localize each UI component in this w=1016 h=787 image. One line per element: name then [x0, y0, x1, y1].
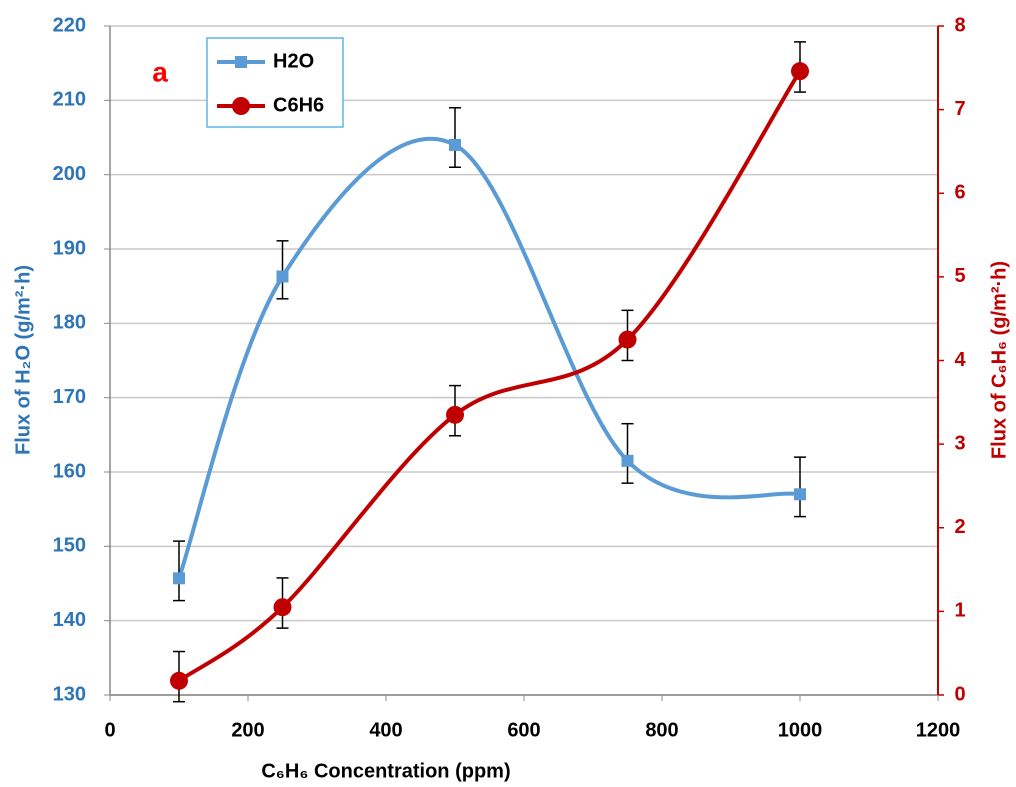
legend-box [206, 37, 344, 128]
y-tick-label: 140 [53, 609, 86, 631]
y2-tick-label: 8 [954, 14, 965, 36]
y-tick-label: 220 [53, 14, 86, 36]
error-bar [173, 540, 185, 602]
legend-marker [235, 56, 247, 68]
y-tick-label: 170 [53, 386, 86, 408]
x-tick-label: 400 [369, 719, 402, 741]
y-tick-label: 210 [53, 89, 86, 111]
point [618, 330, 637, 349]
error-bar [794, 456, 806, 518]
y2-tick-label: 7 [954, 98, 965, 120]
point [170, 671, 188, 690]
y-tick-label: 190 [53, 237, 86, 259]
annotation: a [152, 56, 168, 87]
legend-label: C6H6 [273, 94, 324, 116]
y2-axis-label: Flux of C₆H₆ (g/m²·h) [988, 261, 1010, 459]
x-tick-label: 200 [231, 719, 264, 741]
series-line [177, 136, 801, 579]
point [276, 270, 289, 283]
y2-tick-label: 0 [954, 683, 965, 705]
y-tick-label: 180 [53, 312, 86, 334]
point [273, 598, 292, 617]
y-tick-label: 160 [53, 460, 86, 482]
error-bar [276, 240, 289, 300]
point [173, 572, 185, 585]
x-tick-label: 1000 [778, 719, 823, 741]
y2-tick-label: 1 [954, 600, 965, 622]
point [446, 405, 464, 424]
legend-marker [232, 97, 250, 115]
x-tick-label: 0 [104, 719, 115, 741]
x-tick-label: 1200 [916, 719, 961, 741]
y2-tick-label: 2 [954, 516, 965, 538]
error-bar [449, 107, 461, 168]
y2-tick-label: 5 [954, 265, 965, 287]
x-axis-label: C₆H₆ Concentration (ppm) [261, 760, 510, 782]
legend-label: H2O [273, 50, 314, 72]
point [794, 488, 806, 501]
y2-tick-label: 3 [954, 432, 965, 454]
error-bar [621, 422, 634, 484]
y-tick-label: 150 [53, 535, 86, 557]
x-tick-label: 600 [507, 719, 540, 741]
y2-tick-label: 6 [954, 182, 965, 204]
point [449, 138, 461, 151]
y2-tick-label: 4 [954, 349, 966, 371]
point [621, 454, 634, 467]
y-axis-label: Flux of H₂O (g/m²·h) [12, 265, 34, 455]
point [791, 62, 809, 81]
y-tick-label: 130 [53, 683, 86, 705]
series-line [177, 70, 802, 683]
x-tick-label: 800 [645, 719, 678, 741]
y-tick-label: 200 [53, 163, 86, 185]
